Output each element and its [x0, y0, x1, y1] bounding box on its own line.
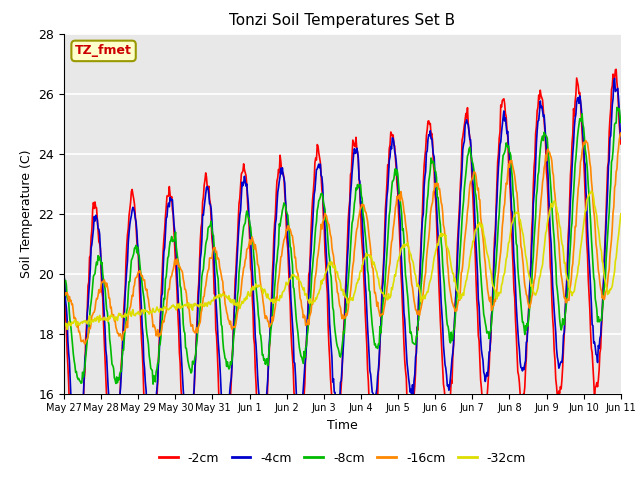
Title: Tonzi Soil Temperatures Set B: Tonzi Soil Temperatures Set B	[229, 13, 456, 28]
Y-axis label: Soil Temperature (C): Soil Temperature (C)	[20, 149, 33, 278]
X-axis label: Time: Time	[327, 419, 358, 432]
Legend: -2cm, -4cm, -8cm, -16cm, -32cm: -2cm, -4cm, -8cm, -16cm, -32cm	[154, 447, 531, 469]
Text: TZ_fmet: TZ_fmet	[75, 44, 132, 58]
